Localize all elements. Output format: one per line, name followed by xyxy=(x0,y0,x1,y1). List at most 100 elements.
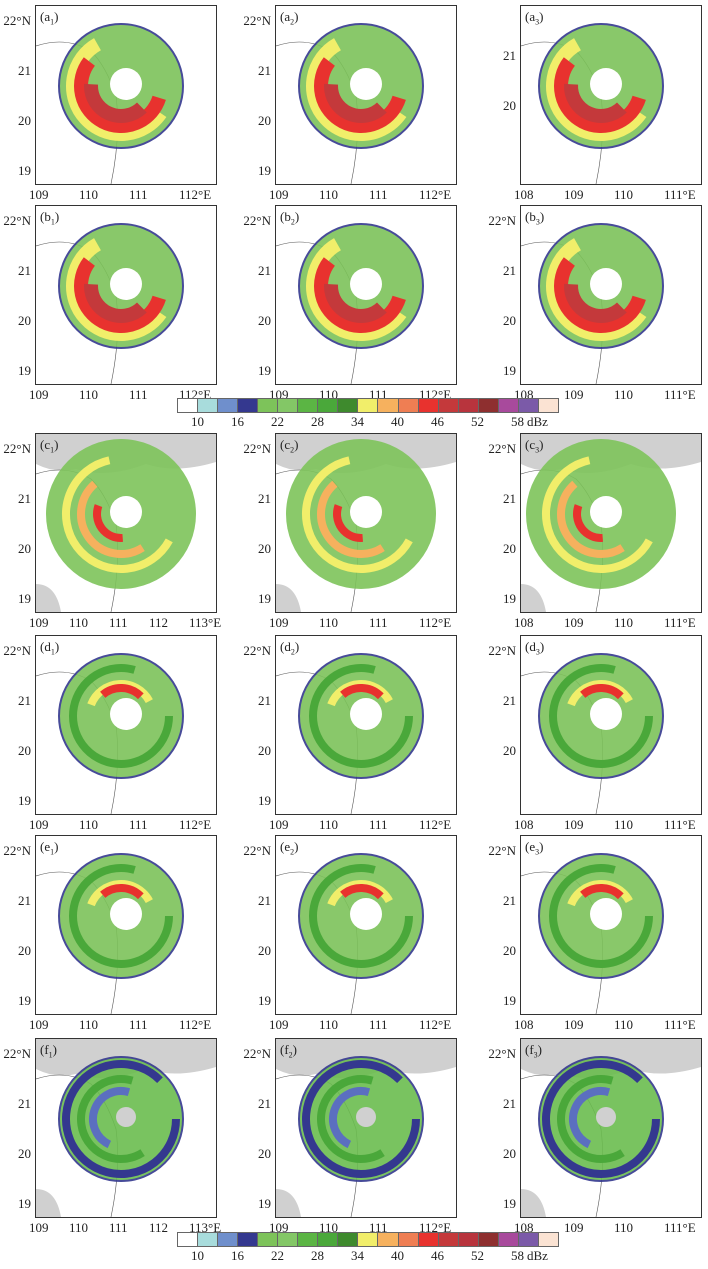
eye xyxy=(110,268,142,300)
colorbar-swatch xyxy=(518,1233,539,1246)
rainband-arc xyxy=(306,238,407,341)
lon-tick-label: 109 xyxy=(29,1017,49,1032)
colorbar-swatch xyxy=(418,399,439,412)
lon-tick-label: 110 xyxy=(614,387,634,402)
lon-tick-label: 111 xyxy=(369,615,388,630)
rainband-arc xyxy=(314,257,406,333)
colorbar-swatch xyxy=(218,1233,239,1246)
lon-tick-label: 112°E xyxy=(179,1017,212,1032)
lon-tick-label: 111°E xyxy=(664,187,696,202)
colorbar-swatch xyxy=(398,399,419,412)
panel-label: (b2) xyxy=(280,209,300,227)
lat-tick-label: 21 xyxy=(258,263,271,278)
rainband-arc xyxy=(549,864,653,968)
lon-tick-label: 110 xyxy=(319,187,339,202)
panel-label: (a2) xyxy=(280,9,299,27)
lon-tick-label: 111 xyxy=(369,187,388,202)
lat-tick-label: 19 xyxy=(503,993,516,1008)
rainband-arc xyxy=(557,480,625,558)
reflectivity-field xyxy=(36,434,216,612)
lon-tick-label: 109 xyxy=(564,615,584,630)
map-panel-a2: (a2) xyxy=(275,5,457,185)
colorbar-label: 10 xyxy=(191,414,204,429)
lon-tick-label: 108 xyxy=(514,817,534,832)
lat-tick-label: 22°N xyxy=(3,213,31,228)
rainband-arc xyxy=(306,38,407,141)
lat-tick-label: 22°N xyxy=(3,13,31,28)
colorbar-swatch xyxy=(458,399,479,412)
colorbar-swatch xyxy=(338,1233,359,1246)
colorbar-label: 40 xyxy=(391,414,404,429)
lat-tick-label: 20 xyxy=(503,541,516,556)
panel-label: (a3) xyxy=(525,9,544,27)
lat-tick-label: 20 xyxy=(18,943,31,958)
lon-tick-label: 109 xyxy=(564,1220,584,1235)
rainband-arc xyxy=(329,1087,371,1149)
land-area xyxy=(521,584,546,612)
lon-tick-label: 109 xyxy=(29,387,49,402)
colorbar-swatch xyxy=(278,1233,299,1246)
rainband-arc xyxy=(564,83,627,123)
lat-tick-label: 19 xyxy=(18,993,31,1008)
rainband-arc xyxy=(549,664,653,768)
reflectivity-field xyxy=(36,853,184,1014)
lat-tick-label: 21 xyxy=(18,491,31,506)
lat-tick-label: 19 xyxy=(503,1196,516,1211)
lat-tick-label: 20 xyxy=(18,743,31,758)
lat-tick-label: 19 xyxy=(258,591,271,606)
rainband-arc xyxy=(546,238,647,341)
map-panel-d3: (d3) xyxy=(520,635,702,815)
colorbar-swatch xyxy=(378,399,399,412)
lon-tick-label: 112°E xyxy=(179,817,212,832)
lon-tick-label: 109 xyxy=(564,817,584,832)
rainband-arc xyxy=(74,57,166,133)
reflectivity-field xyxy=(521,434,701,612)
colorbar-swatch xyxy=(478,399,499,412)
lon-tick-label: 112°E xyxy=(179,187,212,202)
lon-tick-label: 113°E xyxy=(189,615,222,630)
panel-label: (f1) xyxy=(40,1042,58,1060)
colorbar-swatch xyxy=(298,1233,319,1246)
lat-tick-label: 21 xyxy=(503,693,516,708)
lat-tick-label: 20 xyxy=(18,113,31,128)
lat-tick-label: 21 xyxy=(258,693,271,708)
lon-tick-label: 110 xyxy=(319,817,339,832)
rainband-arc xyxy=(542,1060,660,1178)
colorbar-swatch xyxy=(518,399,539,412)
rainband-arc xyxy=(100,684,144,700)
lat-tick-label: 20 xyxy=(503,1146,516,1161)
colorbar-swatch xyxy=(318,399,339,412)
panel-label: (e1) xyxy=(40,839,59,857)
lon-tick-label: 112°E xyxy=(419,615,452,630)
lon-tick-label: 112°E xyxy=(419,817,452,832)
colorbar xyxy=(177,398,559,413)
lat-tick-label: 19 xyxy=(18,1196,31,1211)
reflectivity-field xyxy=(276,1039,456,1217)
reflectivity-field xyxy=(521,223,664,384)
rainband-arc xyxy=(66,38,167,141)
eye xyxy=(350,68,382,100)
lon-tick-label: 112°E xyxy=(419,1220,452,1235)
colorbar-swatch xyxy=(538,1233,558,1246)
reflectivity-field xyxy=(276,434,456,612)
colorbar-label: 46 xyxy=(431,1248,444,1263)
rainband-arc xyxy=(309,864,413,968)
colorbar xyxy=(177,1232,559,1247)
lon-tick-label: 112°E xyxy=(419,1017,452,1032)
lat-tick-label: 19 xyxy=(258,793,271,808)
lat-tick-label: 19 xyxy=(18,793,31,808)
lat-tick-label: 21 xyxy=(258,893,271,908)
rainband-arc xyxy=(69,664,173,768)
eye xyxy=(110,698,142,730)
lat-tick-label: 22°N xyxy=(488,843,516,858)
lat-tick-label: 19 xyxy=(18,363,31,378)
rainband-arc xyxy=(93,504,123,542)
panel-label: (d1) xyxy=(40,639,60,657)
colorbar-swatch xyxy=(498,1233,519,1246)
map-panel-a1: (a1) xyxy=(35,5,217,185)
reflectivity-field xyxy=(521,653,664,814)
lon-tick-label: 110 xyxy=(79,387,99,402)
lat-tick-label: 20 xyxy=(503,313,516,328)
rainband-arc xyxy=(309,664,413,768)
rainband-arc xyxy=(554,57,646,133)
